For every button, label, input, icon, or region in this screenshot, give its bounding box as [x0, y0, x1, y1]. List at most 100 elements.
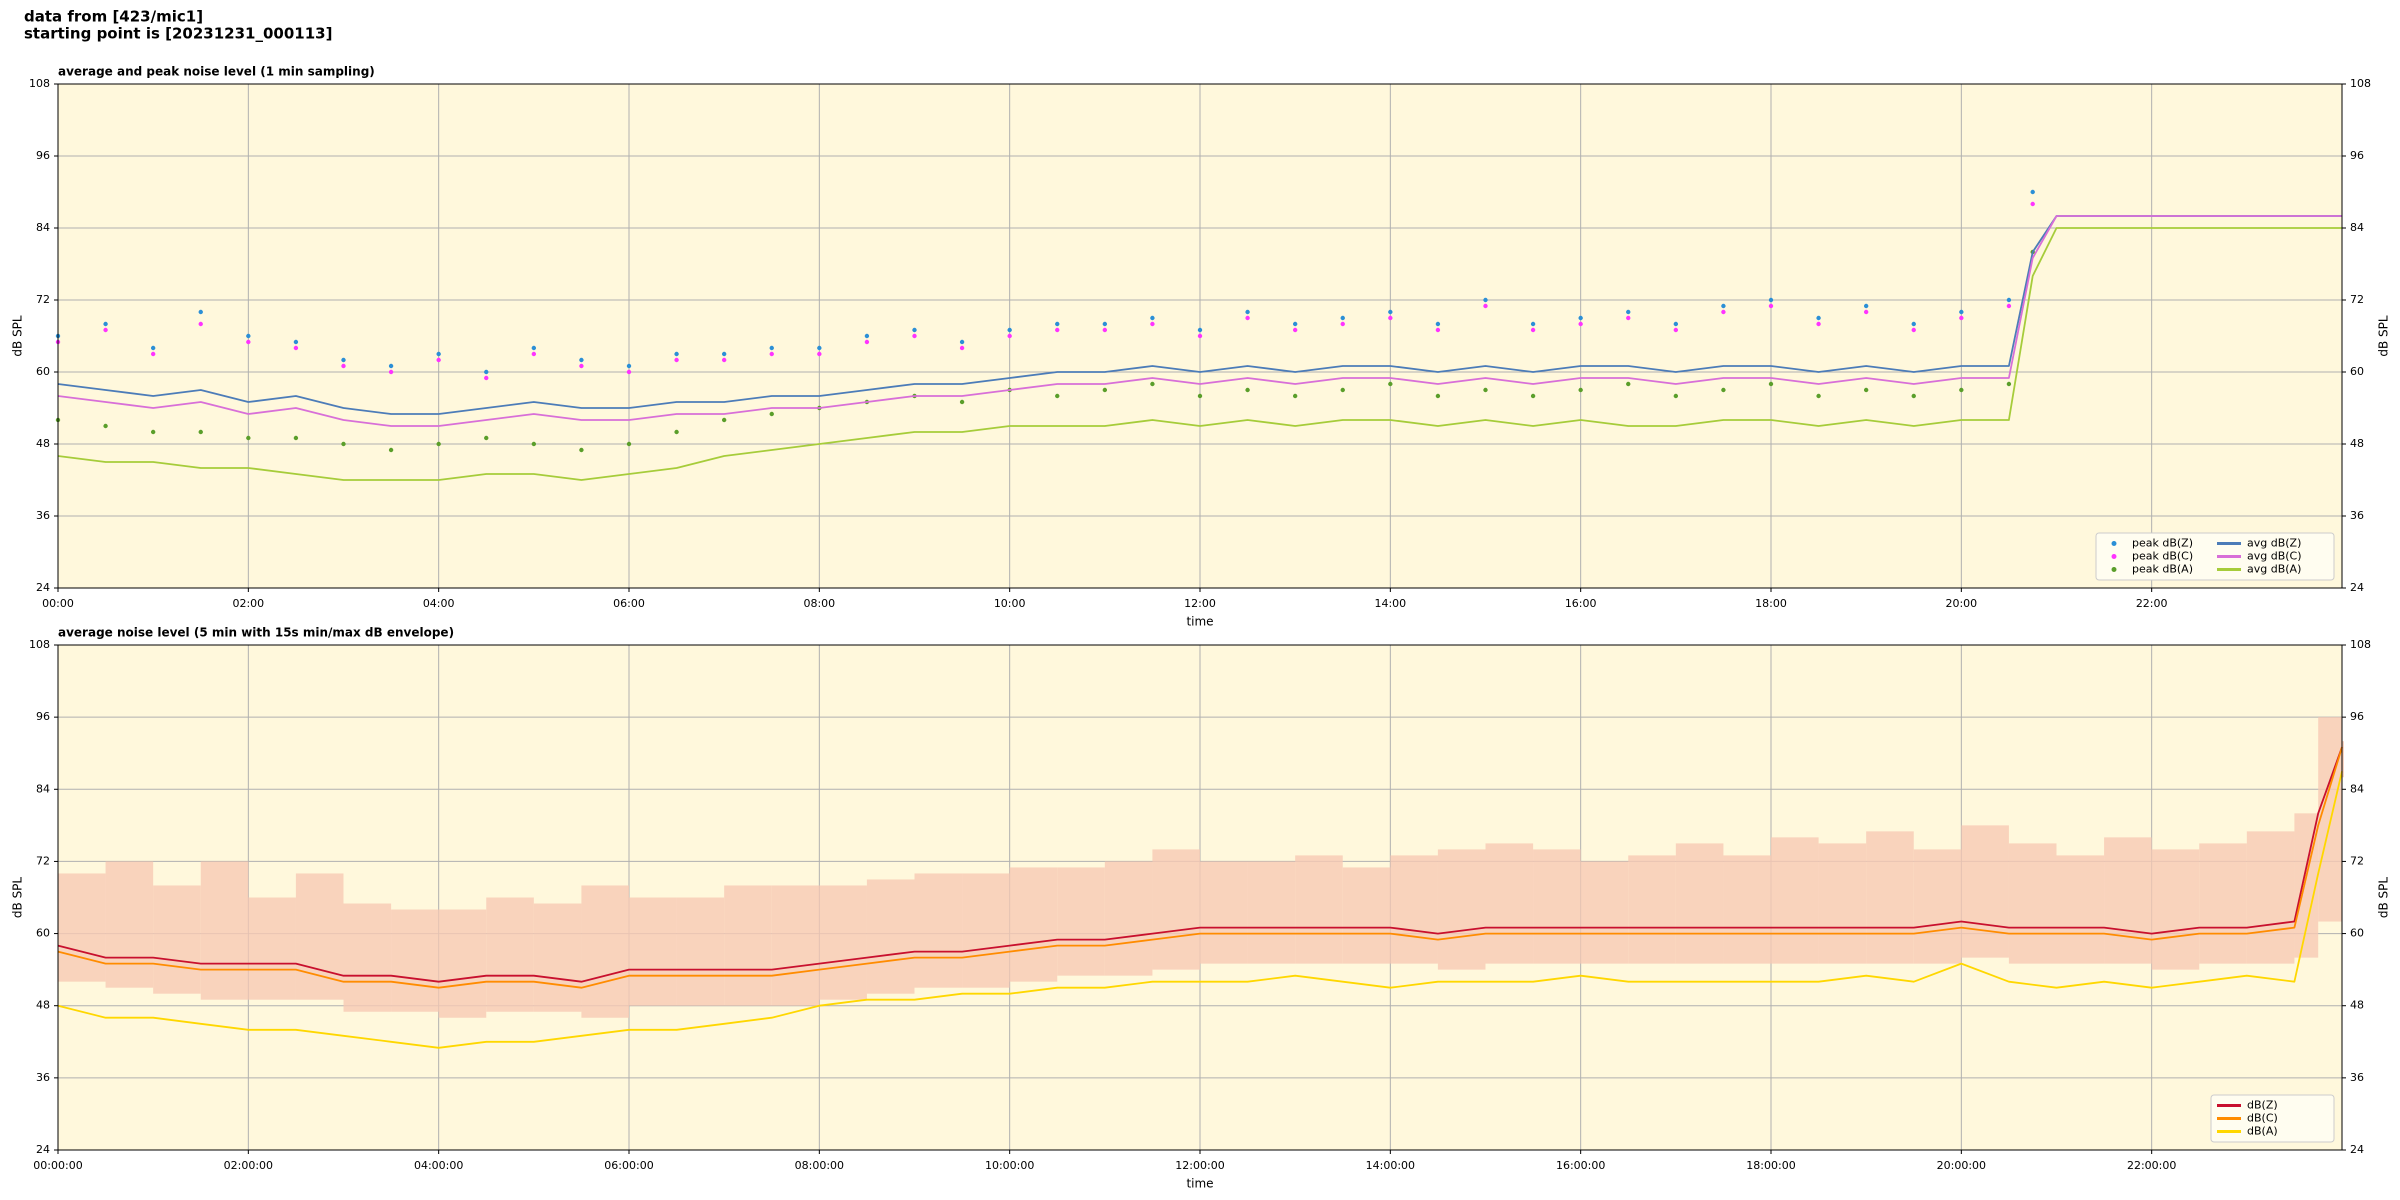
peak-point: [103, 423, 108, 429]
x-tick-label: 06:00: [613, 597, 645, 610]
y-tick-label: 96: [36, 710, 50, 723]
envelope-band: [2008, 843, 2057, 964]
y2-axis-label: dB SPL: [2377, 315, 2391, 357]
envelope-band: [1866, 831, 1914, 964]
peak-point: [1721, 303, 1726, 309]
y2-tick-label: 36: [2350, 509, 2364, 522]
peak-point: [436, 357, 441, 363]
peak-point: [198, 309, 203, 315]
envelope-band: [866, 879, 915, 994]
legend-box: [2210, 1094, 2335, 1143]
peak-point: [531, 345, 537, 351]
peak-point: [388, 447, 394, 453]
envelope-band: [1009, 867, 1058, 982]
envelope-band: [533, 903, 582, 1012]
legend-label: peak dB(C): [2132, 550, 2193, 563]
x-tick-label: 20:00: [1945, 597, 1977, 610]
envelope-band: [343, 903, 392, 1012]
peak-point: [959, 339, 965, 345]
y-tick-label: 96: [36, 149, 50, 162]
x-tick-label: 04:00:00: [414, 1159, 463, 1172]
peak-point: [1245, 309, 1250, 315]
peak-point: [1340, 315, 1345, 321]
y-tick-label: 48: [36, 437, 50, 450]
peak-point: [1055, 321, 1060, 327]
y2-tick-label: 48: [2350, 437, 2364, 450]
series-line: [57, 746, 2343, 983]
peak-point: [484, 369, 489, 375]
peak-point: [2030, 189, 2035, 195]
plot-frame: [57, 83, 2343, 589]
y2-tick-label: 72: [2350, 293, 2364, 306]
peak-point: [1150, 381, 1155, 387]
peak-point: [150, 345, 156, 351]
envelope-band: [1295, 855, 1343, 964]
plot-frame: [57, 644, 2343, 1151]
peak-point: [484, 435, 489, 441]
peak-point: [912, 333, 917, 339]
y-tick-label: 48: [36, 999, 50, 1012]
envelope-band: [248, 897, 296, 1000]
envelope-band: [2246, 831, 2295, 964]
peak-point: [1435, 321, 1441, 327]
envelope-band: [1533, 849, 1581, 964]
y2-tick-label: 84: [2350, 782, 2364, 795]
legend-label: avg dB(A): [2247, 563, 2301, 576]
peak-point: [531, 441, 537, 447]
y2-tick-label: 84: [2350, 221, 2364, 234]
peak-point: [959, 399, 965, 405]
peak-point: [721, 357, 727, 363]
envelope-band: [1580, 861, 1629, 964]
peak-point: [1102, 321, 1108, 327]
envelope-band: [676, 897, 725, 1006]
peak-point: [1578, 387, 1583, 393]
y2-tick-label: 24: [2350, 581, 2364, 594]
peak-point: [579, 363, 584, 369]
peak-point: [1578, 321, 1583, 327]
peak-point: [150, 429, 156, 435]
y-tick-label: 84: [36, 782, 50, 795]
legend-label: peak dB(Z): [2132, 537, 2193, 550]
peak-point: [1245, 315, 1250, 321]
envelope-band: [2151, 849, 2200, 970]
y-tick-label: 108: [29, 638, 50, 651]
x-tick-label: 22:00: [2136, 597, 2168, 610]
envelope-band: [1437, 849, 1486, 970]
peak-point: [436, 441, 441, 447]
peak-point: [1483, 297, 1488, 303]
envelope-band: [2342, 741, 2344, 778]
peak-point: [103, 327, 108, 333]
peak-point: [1959, 315, 1964, 321]
legend-marker: [2111, 567, 2117, 572]
peak-point: [1626, 309, 1631, 315]
envelope-band: [1152, 849, 1200, 970]
peak-point: [341, 441, 346, 447]
peak-point: [1673, 321, 1679, 327]
y-tick-label: 72: [36, 293, 50, 306]
peak-point: [341, 363, 346, 369]
y2-tick-label: 48: [2350, 999, 2364, 1012]
peak-point: [246, 333, 251, 339]
peak-point: [1959, 309, 1964, 315]
x-tick-label: 02:00: [232, 597, 264, 610]
peak-point: [674, 429, 679, 435]
y-axis-label: dB SPL: [11, 877, 25, 919]
peak-point: [1911, 393, 1916, 399]
peak-point: [864, 339, 870, 345]
y-tick-label: 84: [36, 221, 50, 234]
peak-point: [1721, 387, 1726, 393]
peak-point: [1530, 321, 1536, 327]
peak-point: [531, 351, 537, 357]
peak-point: [1292, 321, 1298, 327]
y-tick-label: 60: [36, 365, 50, 378]
peak-point: [1150, 315, 1155, 321]
peak-point: [2030, 201, 2035, 207]
peak-point: [579, 447, 584, 453]
envelope-band: [1771, 837, 1819, 964]
peak-point: [1863, 303, 1869, 309]
x-tick-label: 04:00: [423, 597, 455, 610]
legend-box: [2095, 532, 2335, 581]
legend-marker: [2111, 541, 2117, 546]
